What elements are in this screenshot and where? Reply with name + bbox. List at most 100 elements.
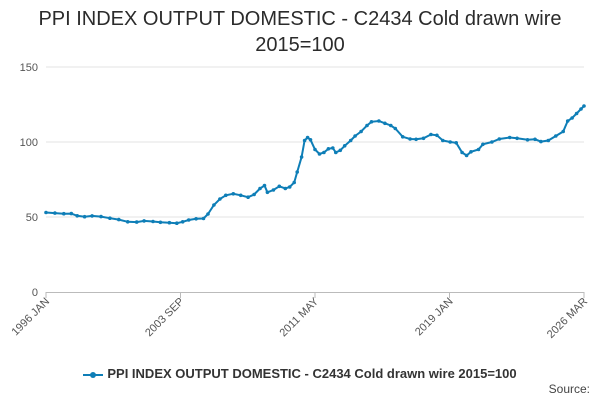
data-point[interactable] <box>295 170 300 174</box>
data-point[interactable] <box>454 141 459 145</box>
data-point[interactable] <box>565 119 570 123</box>
data-point[interactable] <box>334 150 338 155</box>
data-point[interactable] <box>99 214 103 219</box>
data-point[interactable] <box>546 138 551 143</box>
data-point[interactable] <box>421 136 426 141</box>
data-point[interactable] <box>429 132 433 137</box>
data-point[interactable] <box>108 216 112 220</box>
data-point[interactable] <box>201 216 206 221</box>
data-point[interactable] <box>62 211 66 216</box>
data-point[interactable] <box>167 220 172 225</box>
data-point[interactable] <box>389 123 393 128</box>
data-point[interactable] <box>180 220 185 224</box>
data-point[interactable] <box>365 123 369 128</box>
data-point[interactable] <box>435 133 439 138</box>
data-point[interactable] <box>561 129 565 134</box>
data-point[interactable] <box>497 137 502 141</box>
data-point[interactable] <box>313 147 317 152</box>
data-point[interactable] <box>238 193 243 198</box>
data-point[interactable] <box>246 195 250 199</box>
data-point[interactable] <box>194 217 198 221</box>
data-point[interactable] <box>460 150 464 155</box>
data-point[interactable] <box>212 203 216 207</box>
data-point[interactable] <box>342 144 347 148</box>
data-point[interactable] <box>331 146 335 150</box>
data-point[interactable] <box>317 152 322 156</box>
data-point[interactable] <box>481 142 485 147</box>
data-point[interactable] <box>283 186 288 191</box>
data-point[interactable] <box>441 138 445 143</box>
data-point[interactable] <box>218 197 222 201</box>
x-tick-label: 1996 JAN <box>9 296 52 339</box>
data-point[interactable] <box>408 137 412 141</box>
x-tick-label: 2019 JAN <box>413 296 456 339</box>
data-point[interactable] <box>82 214 87 219</box>
data-point[interactable] <box>570 116 574 120</box>
data-point[interactable] <box>353 134 357 138</box>
data-point[interactable] <box>125 220 130 224</box>
data-point[interactable] <box>393 126 398 131</box>
data-point[interactable] <box>414 137 418 142</box>
data-point[interactable] <box>383 121 387 126</box>
y-tick-label: 150 <box>20 62 38 74</box>
data-point[interactable] <box>90 214 94 218</box>
data-point[interactable] <box>574 111 579 116</box>
data-point[interactable] <box>326 147 331 151</box>
data-point[interactable] <box>448 140 453 144</box>
chart-title-line: PPI INDEX OUTPUT DOMESTIC - C2434 Cold d… <box>38 8 562 30</box>
data-point[interactable] <box>525 138 530 142</box>
data-point[interactable] <box>348 138 353 143</box>
data-point[interactable] <box>151 219 155 224</box>
legend[interactable]: PPI INDEX OUTPUT DOMESTIC - C2434 Cold d… <box>0 366 600 381</box>
data-point[interactable] <box>134 220 139 224</box>
data-point[interactable] <box>539 139 543 144</box>
data-point[interactable] <box>308 138 313 142</box>
source-label: Source: <box>548 382 590 396</box>
data-point[interactable] <box>515 136 519 141</box>
data-point[interactable] <box>142 219 146 223</box>
data-point[interactable] <box>377 119 381 123</box>
data-point[interactable] <box>359 129 363 134</box>
data-point[interactable] <box>302 138 307 143</box>
gridlines <box>46 66 584 218</box>
data-point[interactable] <box>476 147 481 152</box>
data-point[interactable] <box>582 104 586 108</box>
data-point[interactable] <box>69 211 74 216</box>
data-point[interactable] <box>252 192 256 197</box>
series-line <box>45 105 585 225</box>
data-point[interactable] <box>231 192 236 196</box>
data-point[interactable] <box>305 135 310 140</box>
data-point[interactable] <box>117 217 121 222</box>
data-point[interactable] <box>292 180 297 185</box>
data-point[interactable] <box>469 150 473 154</box>
data-point[interactable] <box>579 107 583 111</box>
data-point[interactable] <box>175 221 179 225</box>
data-point[interactable] <box>299 155 304 159</box>
data-point[interactable] <box>258 186 262 191</box>
data-point[interactable] <box>287 185 292 189</box>
data-point[interactable] <box>400 135 405 139</box>
data-point[interactable] <box>53 211 57 215</box>
data-point[interactable] <box>224 193 228 198</box>
data-point[interactable] <box>369 120 374 124</box>
data-point[interactable] <box>262 183 267 188</box>
data-point[interactable] <box>554 134 558 138</box>
data-point[interactable] <box>158 220 163 225</box>
data-point[interactable] <box>507 135 512 140</box>
data-point[interactable] <box>186 218 191 222</box>
x-tick-label: 2011 MAY <box>277 295 321 339</box>
data-point[interactable] <box>271 188 276 192</box>
data-point[interactable] <box>464 153 469 158</box>
data-point[interactable] <box>75 214 79 218</box>
data-point[interactable] <box>533 137 537 142</box>
data-point[interactable] <box>265 190 270 195</box>
data-point[interactable] <box>490 140 494 144</box>
data-point[interactable] <box>277 184 282 189</box>
data-point[interactable] <box>338 148 343 153</box>
data-point[interactable] <box>206 212 210 216</box>
data-point[interactable] <box>44 210 48 215</box>
legend-swatch-icon <box>83 371 104 379</box>
data-point[interactable] <box>322 150 326 155</box>
series-group <box>44 104 586 225</box>
